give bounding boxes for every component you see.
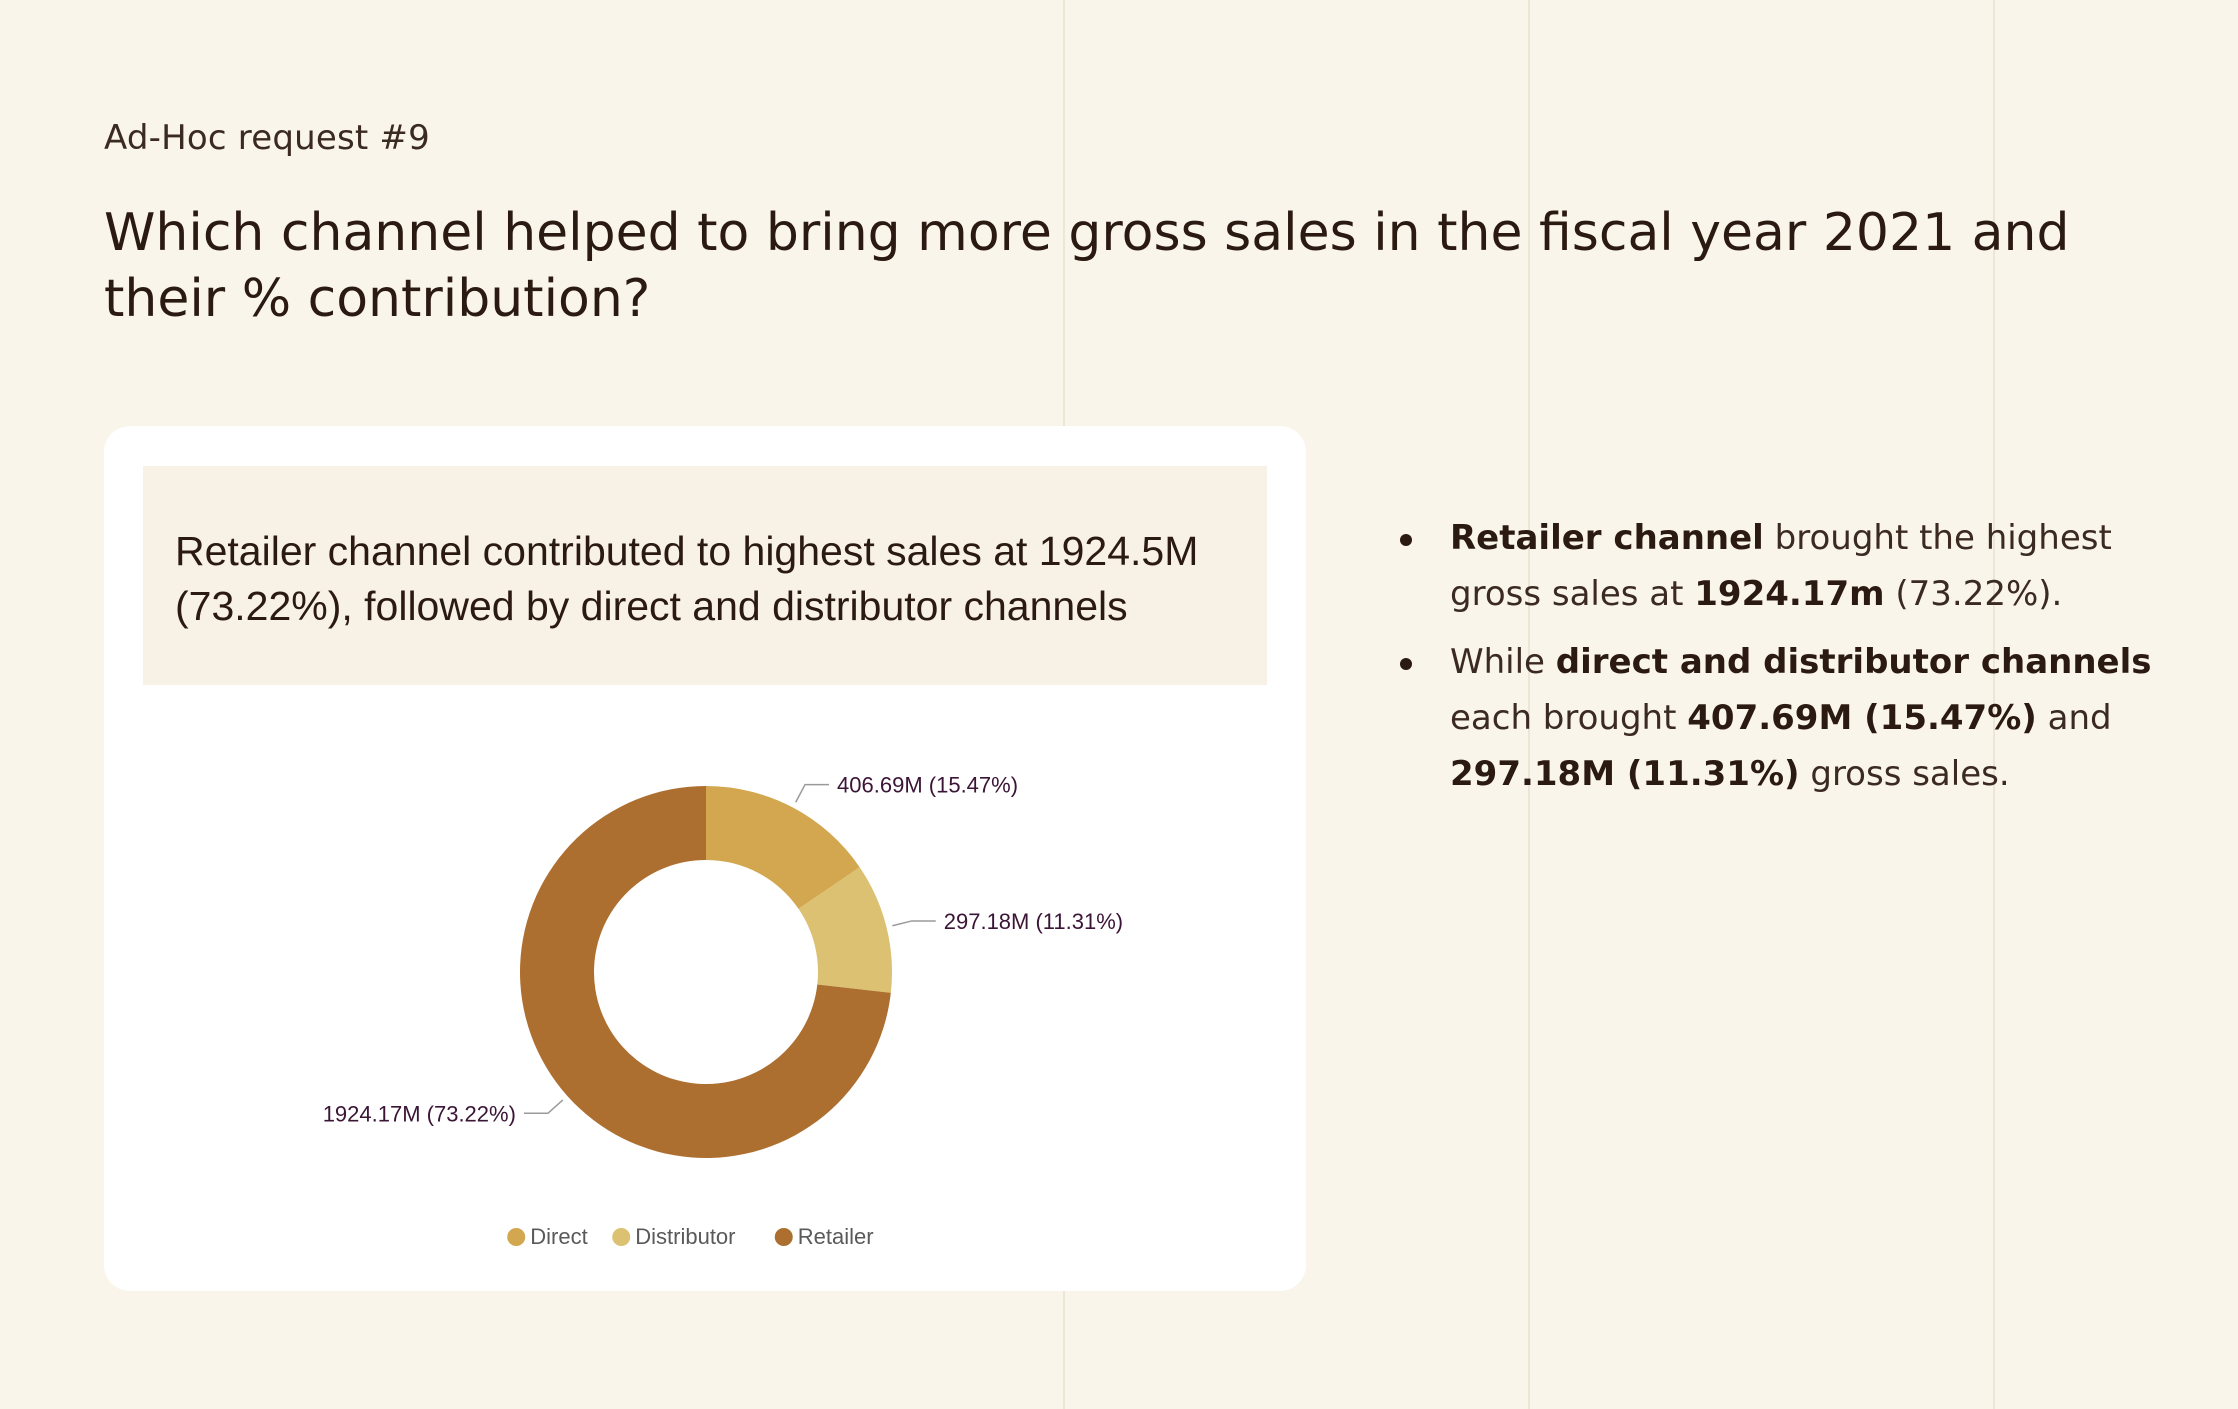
- insight-text: each brought: [1450, 698, 1688, 738]
- insight-text: While: [1450, 642, 1556, 682]
- data-label-leader: [523, 1099, 564, 1115]
- data-label-leader: [795, 783, 830, 803]
- insight-bold: 1924.17m: [1694, 574, 1885, 614]
- legend-swatch-retailer: [774, 1228, 793, 1246]
- background-gridline: [1528, 0, 1530, 1409]
- legend-swatch-direct: [507, 1228, 526, 1246]
- donut-slice-distributor[interactable]: [798, 867, 892, 993]
- insight-item: While direct and distributor channels ea…: [1380, 634, 2180, 802]
- insight-item: Retailer channel brought the highest gro…: [1380, 510, 2180, 622]
- chart-card-header: Retailer channel contributed to highest …: [143, 466, 1267, 685]
- chart-card-heading: Retailer channel contributed to highest …: [175, 528, 1199, 629]
- background-gridline: [1993, 0, 1995, 1409]
- donut-slice-direct[interactable]: [706, 786, 860, 909]
- legend-label-retailer[interactable]: Retailer: [798, 1224, 874, 1249]
- donut-chart: 406.69M (15.47%) 297.18M (11.31%) 1924.17M…: [323, 773, 1123, 1249]
- data-label-direct: 406.69M (15.47%): [837, 773, 1018, 798]
- insight-text: gross sales.: [1799, 754, 2010, 794]
- insight-bold: 407.69M (15.47%): [1687, 698, 2037, 738]
- donut-slice-retailer[interactable]: [520, 786, 891, 1158]
- insights-list: Retailer channel brought the highest gro…: [1380, 510, 2180, 814]
- legend-swatch-distributor: [612, 1228, 631, 1246]
- data-label-retailer: 1924.17M (73.22%): [323, 1101, 516, 1126]
- data-label-leader: [892, 920, 936, 927]
- request-label: Ad-Hoc request #9: [104, 118, 430, 158]
- bullet-dot: [1400, 658, 1412, 670]
- legend-label-direct[interactable]: Direct: [530, 1224, 587, 1249]
- page-title: Which channel helped to bring more gross…: [104, 203, 2070, 329]
- insight-text: and: [2036, 698, 2112, 738]
- insight-text: brought the highest gross sales at: [1450, 518, 2112, 614]
- bullet-dot: [1400, 534, 1412, 546]
- chart-card: Retailer channel contributed to highest …: [104, 426, 1306, 1291]
- insight-bold: direct and distributor channels: [1555, 642, 2152, 682]
- insight-bold: Retailer channel: [1450, 518, 1764, 558]
- insight-bold: 297.18M (11.31%): [1450, 754, 1800, 794]
- data-label-distributor: 297.18M (11.31%): [944, 909, 1123, 934]
- legend-label-distributor[interactable]: Distributor: [635, 1224, 735, 1249]
- insight-text: (73.22%).: [1884, 574, 2063, 614]
